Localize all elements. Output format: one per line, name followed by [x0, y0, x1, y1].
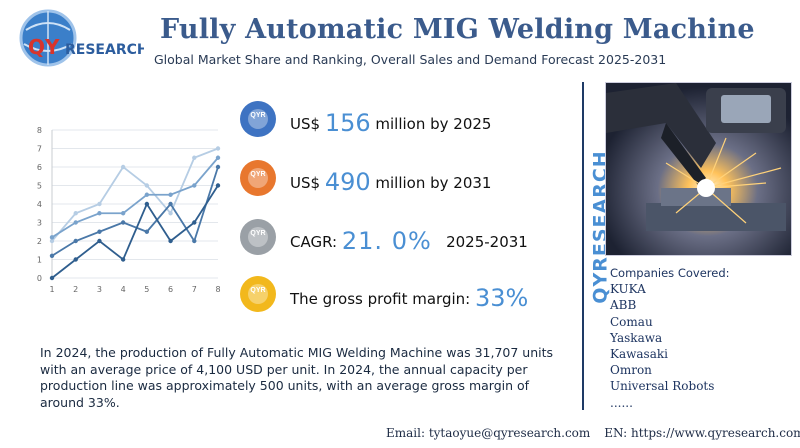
x-tick-label: 3: [97, 285, 102, 294]
metric-suffix: million by 2031: [370, 174, 492, 192]
data-point: [49, 238, 55, 244]
divider: [582, 82, 584, 410]
x-tick-label: 6: [168, 285, 173, 294]
qyr-logo-icon: QYR: [240, 219, 276, 255]
data-point: [192, 220, 197, 225]
data-point: [192, 183, 197, 188]
data-point: [97, 211, 102, 216]
company-item: ABB: [610, 298, 637, 313]
data-point: [144, 183, 150, 188]
company-item: ......: [610, 395, 633, 410]
footer-email[interactable]: Email: tytaoyue@qyresearch.com: [386, 426, 591, 440]
company-item: Yaskawa: [610, 330, 663, 345]
market-description: In 2024, the production of Fully Automat…: [40, 345, 554, 410]
data-point: [192, 238, 197, 244]
company-item: KUKA: [610, 282, 646, 297]
welding-robot-photo: [605, 82, 792, 256]
page-title: Fully Automatic MIG Welding Machine: [160, 14, 755, 45]
data-point: [144, 201, 150, 207]
svg-text:RESEARCH: RESEARCH: [65, 42, 144, 58]
company-item: Omron: [610, 363, 652, 378]
metric-prefix: The gross profit margin:: [290, 290, 475, 308]
x-tick-label: 1: [49, 285, 54, 294]
y-tick-label: 8: [37, 126, 42, 135]
qyresearch-logo: QY RESEARCH: [14, 8, 149, 72]
data-point: [49, 235, 55, 240]
metric-prefix: US$: [290, 174, 325, 192]
data-point: [144, 192, 150, 197]
data-point: [120, 211, 126, 216]
data-point: [168, 201, 173, 207]
company-item: Kawasaki: [610, 347, 668, 362]
qyr-logo-icon: QYR: [240, 276, 276, 312]
data-point: [73, 238, 78, 244]
data-point: [97, 201, 102, 207]
metric-revenue-2025: QYR US$ 156 million by 2025: [240, 101, 550, 141]
x-tick-label: 4: [121, 285, 126, 294]
x-tick-label: 8: [215, 285, 220, 294]
data-point: [144, 229, 150, 234]
data-point: [120, 257, 126, 262]
data-point: [168, 192, 173, 197]
data-point: [49, 275, 55, 281]
data-point: [73, 211, 78, 216]
footer: Email: tytaoyue@qyresearch.com EN: https:…: [386, 426, 800, 440]
series-line: [51, 166, 219, 257]
metric-prefix: CAGR:: [290, 233, 342, 251]
data-point: [168, 211, 173, 216]
data-point: [215, 183, 221, 188]
footer-website[interactable]: EN: https://www.qyresearch.com: [604, 426, 800, 440]
metric-gross-margin: QYR The gross profit margin: 33%: [240, 276, 550, 316]
metric-suffix: 2025-2031: [431, 233, 528, 251]
y-tick-label: 2: [37, 237, 42, 246]
y-tick-label: 0: [37, 274, 42, 283]
data-point: [192, 155, 197, 160]
series-line: [51, 157, 219, 239]
y-tick-label: 3: [37, 219, 42, 228]
vertical-brand: QYRESEARCH: [582, 150, 612, 303]
y-tick-label: 7: [37, 145, 42, 154]
y-tick-label: 5: [37, 182, 42, 191]
data-point: [97, 238, 102, 244]
company-item: Universal Robots: [610, 379, 715, 394]
data-point: [120, 220, 126, 225]
data-point: [215, 155, 221, 160]
data-point: [73, 257, 78, 262]
metric-value: 33%: [474, 284, 529, 312]
svg-text:QY: QY: [28, 35, 60, 59]
x-tick-label: 2: [73, 285, 78, 294]
metric-revenue-2031: QYR US$ 490 million by 2031: [240, 160, 550, 200]
x-tick-label: 7: [192, 285, 197, 294]
metric-prefix: US$: [290, 115, 325, 133]
metric-cagr: QYR CAGR: 21. 0% 2025-2031: [240, 219, 550, 259]
data-point: [120, 164, 126, 170]
page-subtitle: Global Market Share and Ranking, Overall…: [154, 52, 667, 67]
data-point: [49, 253, 55, 258]
series-line: [51, 147, 219, 242]
series-line: [51, 185, 219, 279]
data-point: [168, 238, 173, 244]
y-tick-label: 6: [37, 163, 42, 172]
data-point: [97, 229, 102, 234]
qyr-logo-icon: QYR: [240, 160, 276, 196]
y-tick-label: 1: [37, 256, 42, 265]
x-tick-label: 5: [144, 285, 149, 294]
companies-heading: Companies Covered:: [610, 266, 730, 280]
metric-value: 490: [324, 168, 371, 196]
qyr-logo-icon: QYR: [240, 101, 276, 137]
y-tick-label: 4: [37, 200, 42, 209]
data-point: [215, 164, 221, 170]
companies-list: Companies Covered: KUKA ABB Comau Yaskaw…: [610, 265, 790, 411]
company-item: Comau: [610, 314, 653, 329]
metric-value: 156: [324, 109, 371, 137]
data-point: [73, 220, 78, 225]
metric-value: 21. 0%: [341, 227, 432, 255]
metric-suffix: million by 2025: [370, 115, 492, 133]
data-point: [215, 146, 221, 151]
